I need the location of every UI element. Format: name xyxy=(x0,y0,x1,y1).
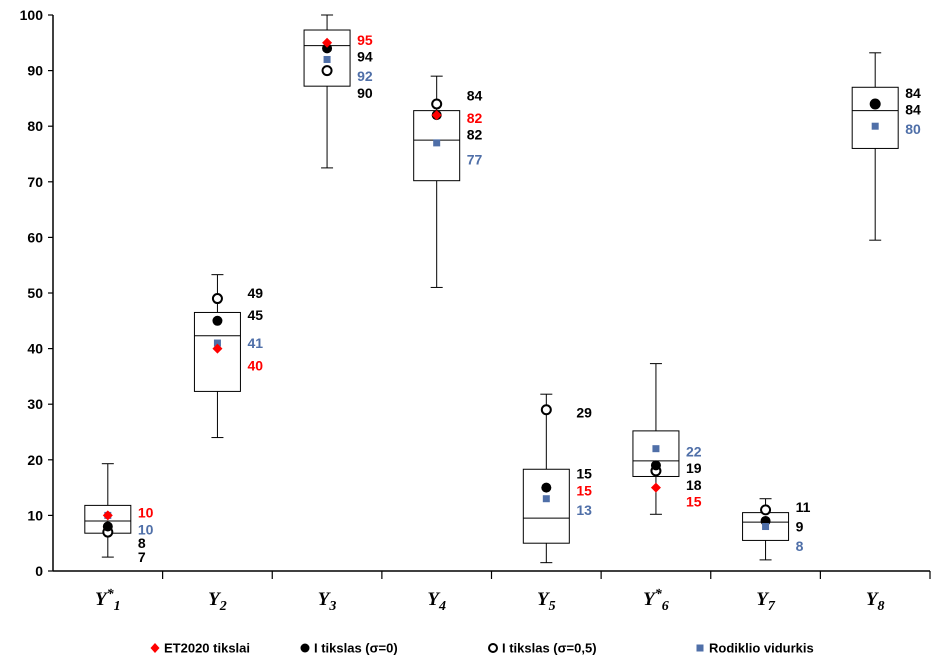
data-label: 41 xyxy=(247,335,263,351)
sigma0-marker xyxy=(650,460,661,471)
x-tick-label: Y*1 xyxy=(95,587,121,614)
box xyxy=(851,86,899,149)
data-label: 8 xyxy=(138,535,146,551)
data-label: 92 xyxy=(357,68,373,84)
sigma0-marker xyxy=(212,315,223,326)
et2020-marker xyxy=(322,37,333,48)
y-tick-label: 60 xyxy=(27,229,43,245)
data-label: 84 xyxy=(467,88,483,104)
sigma05-marker xyxy=(321,65,333,77)
average-marker xyxy=(542,495,550,503)
x-tick-label: Y5 xyxy=(537,589,556,614)
data-label: 11 xyxy=(796,499,811,515)
legend-label: ET2020 tikslai xyxy=(164,641,250,656)
y-tick-label: 50 xyxy=(27,285,43,301)
y-tick-label: 10 xyxy=(27,507,43,523)
data-label: 7 xyxy=(138,549,146,565)
data-label: 9 xyxy=(796,519,804,535)
data-label: 22 xyxy=(686,443,702,459)
sigma05-marker xyxy=(760,504,772,516)
data-label: 82 xyxy=(467,127,483,143)
y-tick-label: 0 xyxy=(35,563,43,579)
y-tick-label: 30 xyxy=(27,396,43,412)
data-label: 49 xyxy=(247,285,263,301)
x-tick-label: Y*6 xyxy=(643,587,669,614)
y-tick-label: 40 xyxy=(27,341,43,357)
average-marker xyxy=(871,122,879,130)
x-tick-label: Y3 xyxy=(318,589,337,614)
legend-square-icon xyxy=(696,644,704,652)
data-label: 84 xyxy=(905,102,921,118)
x-tick-label: Y8 xyxy=(866,589,885,614)
et2020-marker xyxy=(102,510,113,521)
box xyxy=(522,468,570,544)
legend-label: Rodiklio vidurkis xyxy=(709,641,814,656)
legend-label: I tikslas (σ=0,5) xyxy=(502,641,597,656)
et2020-marker xyxy=(212,343,223,354)
sigma05-marker xyxy=(540,404,552,416)
data-label: 13 xyxy=(576,502,592,518)
x-tick-label: Y4 xyxy=(427,589,446,614)
y-tick-label: 100 xyxy=(20,7,44,23)
data-label: 45 xyxy=(247,307,263,323)
x-tick-label: Y7 xyxy=(756,589,776,614)
data-label: 10 xyxy=(138,505,154,521)
data-label: 94 xyxy=(357,49,373,65)
y-tick-label: 70 xyxy=(27,174,43,190)
et2020-marker xyxy=(431,110,442,121)
sigma0-marker xyxy=(541,482,552,493)
average-marker xyxy=(213,339,221,347)
data-label: 80 xyxy=(905,121,921,137)
data-label: 29 xyxy=(576,405,592,421)
sigma0-marker xyxy=(102,521,113,532)
y-tick-label: 20 xyxy=(27,452,43,468)
data-label: 8 xyxy=(796,538,804,554)
legend-filled-circle-icon xyxy=(300,643,310,653)
sigma0-marker xyxy=(322,43,333,54)
data-label: 40 xyxy=(247,357,263,373)
data-label: 77 xyxy=(467,152,483,168)
data-label: 10 xyxy=(138,521,154,537)
legend-open-circle-icon xyxy=(488,643,498,653)
data-label: 84 xyxy=(905,85,921,101)
average-marker xyxy=(652,445,660,453)
data-label: 95 xyxy=(357,32,373,48)
data-label: 82 xyxy=(467,110,483,126)
sigma05-marker xyxy=(211,293,223,305)
data-label: 18 xyxy=(686,477,702,493)
average-marker xyxy=(433,139,441,147)
data-label: 15 xyxy=(576,482,592,498)
legend-diamond-icon xyxy=(150,643,160,653)
data-label: 15 xyxy=(576,466,592,482)
data-label: 90 xyxy=(357,85,373,101)
x-tick-label: Y2 xyxy=(208,589,227,614)
data-label: 19 xyxy=(686,460,702,476)
data-label: 15 xyxy=(686,494,702,510)
y-tick-label: 90 xyxy=(27,63,43,79)
y-tick-label: 80 xyxy=(27,118,43,134)
sigma05-marker xyxy=(431,98,443,110)
average-marker xyxy=(762,523,770,531)
et2020-marker xyxy=(650,482,661,493)
legend-label: I tikslas (σ=0) xyxy=(314,641,398,656)
sigma0-marker xyxy=(870,98,881,109)
average-marker xyxy=(323,55,331,63)
